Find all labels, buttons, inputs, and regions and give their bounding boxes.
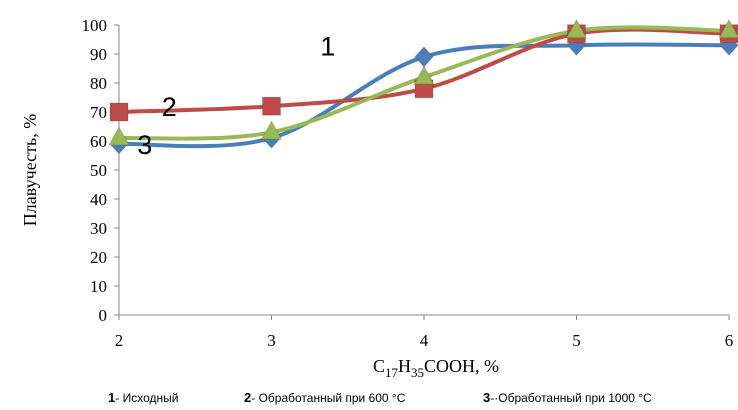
x-tick-label: 4 <box>420 331 429 350</box>
data-point-series-3 <box>108 126 130 146</box>
y-tick-label: 40 <box>90 190 107 209</box>
legend-item-1: 1- Исходный <box>108 390 179 405</box>
x-tick-label: 6 <box>725 331 734 350</box>
legend-item-2: 2- Обработанный при 600 °С <box>244 390 406 405</box>
y-tick-label: 90 <box>90 45 107 64</box>
y-tick-label: 70 <box>90 103 107 122</box>
y-tick-label: 30 <box>90 219 107 238</box>
legend: 1- Исходный 2- Обработанный при 600 °С 3… <box>0 386 738 408</box>
y-tick-label: 80 <box>90 74 107 93</box>
legend-item-3: 3-·Обработанный при 1000 °С <box>483 390 652 405</box>
data-point-series-2 <box>109 102 129 122</box>
y-tick-label: 60 <box>90 132 107 151</box>
y-axis-title: Плавучесть, % <box>20 114 40 226</box>
y-tick-label: 10 <box>90 277 107 296</box>
curve-label-2: 2 <box>162 92 177 122</box>
data-point-series-3 <box>718 18 738 39</box>
x-tick-label: 3 <box>267 331 276 350</box>
data-point-series-2 <box>262 96 281 116</box>
x-axis-title: C17H35COOH, % <box>373 356 499 380</box>
x-tick-label: 2 <box>115 331 124 350</box>
data-point-series-3 <box>565 18 588 39</box>
data-point-series-1 <box>414 46 434 68</box>
y-tick-label: 0 <box>99 306 108 325</box>
x-tick-label: 5 <box>572 331 581 350</box>
data-point-series-3 <box>413 65 435 85</box>
y-tick-label: 50 <box>90 161 107 180</box>
y-tick-label: 20 <box>90 248 107 267</box>
curve-label-3: 3 <box>137 130 152 160</box>
y-tick-label: 100 <box>82 16 108 35</box>
data-point-series-3 <box>260 120 283 140</box>
curve-label-1: 1 <box>320 31 335 61</box>
